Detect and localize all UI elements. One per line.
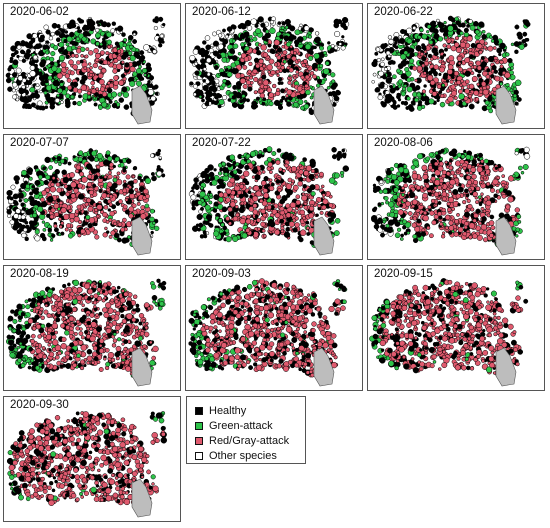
map-panel: 2020-07-22 bbox=[185, 134, 363, 260]
map-panel: 2020-09-30 bbox=[3, 396, 181, 522]
tree-crowns bbox=[370, 146, 531, 248]
tree-crown-map bbox=[6, 278, 167, 387]
tree-crown-map bbox=[371, 15, 531, 125]
tree-crown-map bbox=[5, 16, 166, 125]
legend-label-other-species: Other species bbox=[209, 449, 277, 462]
tree-crowns bbox=[6, 411, 168, 506]
tree-crowns bbox=[188, 146, 350, 248]
legend-item-red-gray-attack: Red/Gray-attack bbox=[195, 433, 305, 448]
panel-date-label: 2020-06-12 bbox=[190, 6, 253, 19]
tree-crowns bbox=[371, 15, 531, 114]
panel-date-label: 2020-08-19 bbox=[8, 268, 71, 281]
map-legend: Healthy Green-attack Red/Gray-attack Oth… bbox=[186, 396, 306, 464]
panel-date-label: 2020-09-30 bbox=[8, 399, 71, 412]
legend-label-green-attack: Green-attack bbox=[209, 419, 273, 432]
lake-area bbox=[495, 85, 517, 125]
legend-swatch-red-gray-attack bbox=[195, 436, 203, 445]
tree-crown-map bbox=[370, 146, 531, 256]
map-panel: 2020-06-02 bbox=[3, 3, 181, 129]
legend-item-green-attack: Green-attack bbox=[195, 418, 305, 433]
map-panel: 2020-09-15 bbox=[367, 265, 545, 391]
lake-area bbox=[131, 347, 153, 387]
panel-date-label: 2020-06-02 bbox=[8, 6, 71, 19]
lake-area bbox=[131, 478, 153, 518]
panel-date-label: 2020-09-15 bbox=[372, 268, 435, 281]
legend-item-other-species: Other species bbox=[195, 448, 305, 463]
map-panel: 2020-09-03 bbox=[185, 265, 363, 391]
lake-area bbox=[495, 216, 517, 256]
legend-label-healthy: Healthy bbox=[209, 404, 247, 417]
tree-crown-map bbox=[189, 16, 350, 125]
legend-item-healthy: Healthy bbox=[195, 403, 305, 418]
tree-crowns bbox=[369, 278, 529, 376]
panel-date-label: 2020-06-22 bbox=[372, 6, 435, 19]
legend-label-red-gray-attack: Red/Gray-attack bbox=[209, 434, 290, 447]
legend-swatch-green-attack bbox=[195, 421, 203, 430]
map-panel: 2020-07-07 bbox=[3, 134, 181, 260]
tree-crowns bbox=[6, 148, 166, 248]
tree-crown-map bbox=[6, 411, 168, 518]
lake-area bbox=[313, 216, 335, 256]
panel-date-label: 2020-07-07 bbox=[8, 137, 71, 150]
legend-swatch-other-species bbox=[195, 451, 203, 460]
panel-date-label: 2020-07-22 bbox=[190, 137, 253, 150]
panel-date-label: 2020-08-06 bbox=[372, 137, 435, 150]
tree-crowns bbox=[5, 16, 166, 117]
lake-area bbox=[131, 85, 153, 125]
map-panel: 2020-08-06 bbox=[367, 134, 545, 260]
panel-date-label: 2020-09-03 bbox=[190, 268, 253, 281]
tree-crown-map bbox=[188, 146, 350, 256]
map-panel: 2020-08-19 bbox=[3, 265, 181, 391]
map-panel: 2020-06-12 bbox=[185, 3, 363, 129]
tree-crown-map bbox=[369, 278, 529, 387]
map-panel: 2020-06-22 bbox=[367, 3, 545, 129]
lake-area bbox=[313, 85, 335, 125]
lake-area bbox=[313, 347, 335, 387]
legend-swatch-healthy bbox=[195, 406, 203, 415]
lake-area bbox=[495, 347, 517, 387]
tree-crowns bbox=[6, 278, 167, 378]
lake-area bbox=[131, 216, 153, 256]
tree-crown-map bbox=[6, 148, 166, 256]
tree-crown-map bbox=[188, 278, 348, 387]
